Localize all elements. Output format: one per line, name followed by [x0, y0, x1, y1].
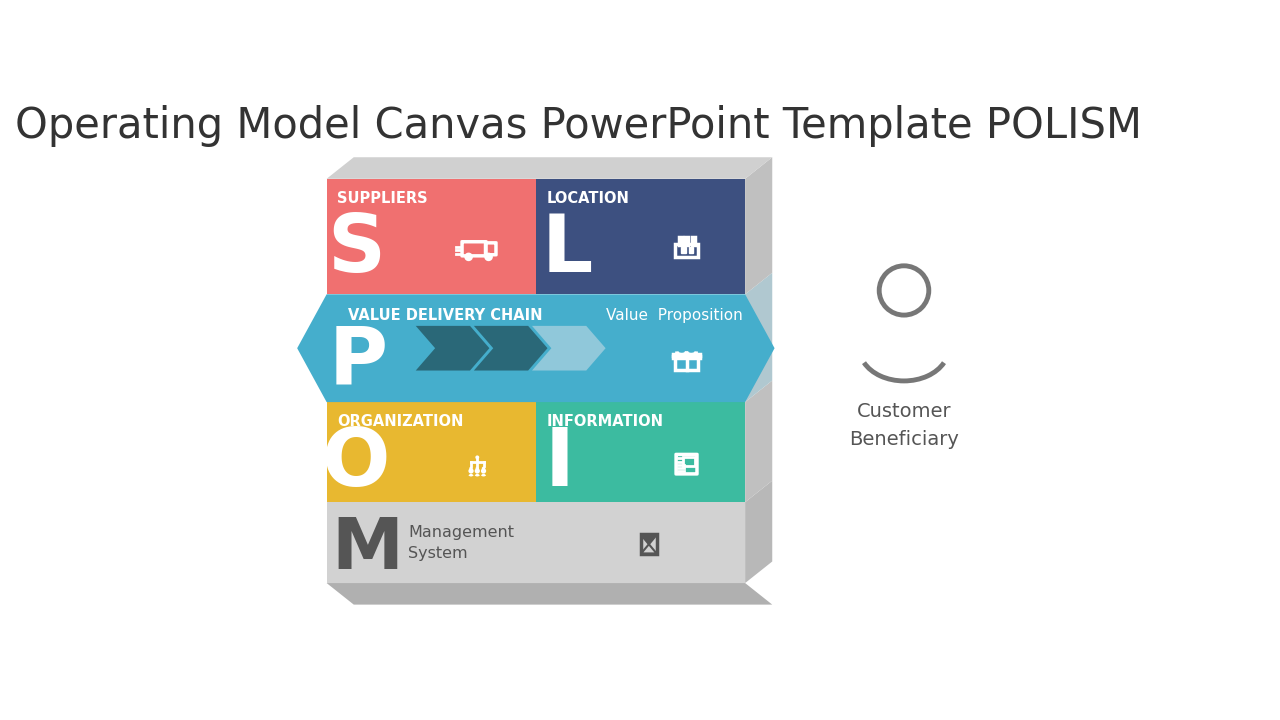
Polygon shape: [745, 481, 772, 583]
Bar: [673, 354, 700, 358]
Bar: [326, 402, 536, 502]
Polygon shape: [745, 157, 772, 294]
Text: O: O: [321, 426, 390, 503]
Text: L: L: [541, 212, 593, 289]
Circle shape: [475, 456, 479, 459]
Polygon shape: [532, 326, 605, 371]
Polygon shape: [416, 326, 489, 371]
Bar: [678, 237, 681, 245]
Text: Customer
Beneficiary: Customer Beneficiary: [849, 402, 959, 449]
Text: ORGANIZATION: ORGANIZATION: [338, 415, 463, 429]
Text: Value  Proposition: Value Proposition: [605, 308, 742, 323]
Text: P: P: [328, 322, 387, 400]
Bar: [326, 179, 536, 294]
Polygon shape: [326, 157, 772, 179]
Polygon shape: [297, 294, 774, 402]
Text: M: M: [332, 515, 403, 584]
Text: Operating Model Canvas PowerPoint Template POLISM: Operating Model Canvas PowerPoint Templa…: [15, 105, 1142, 148]
Text: SUPPLIERS: SUPPLIERS: [338, 191, 428, 206]
Bar: [641, 534, 657, 554]
Bar: [326, 502, 745, 583]
Circle shape: [466, 253, 472, 260]
Text: INFORMATION: INFORMATION: [547, 415, 664, 429]
Circle shape: [481, 467, 485, 470]
Text: I: I: [544, 426, 573, 503]
Bar: [685, 237, 689, 245]
Bar: [536, 179, 745, 294]
Text: VALUE DELIVERY CHAIN: VALUE DELIVERY CHAIN: [348, 308, 543, 323]
Polygon shape: [326, 583, 772, 605]
Polygon shape: [745, 273, 772, 402]
Polygon shape: [745, 381, 772, 502]
Polygon shape: [641, 535, 657, 544]
Bar: [681, 247, 686, 253]
Text: LOCATION: LOCATION: [547, 191, 630, 206]
Bar: [691, 237, 695, 245]
Text: S: S: [328, 212, 385, 289]
Bar: [682, 456, 695, 466]
Circle shape: [485, 253, 492, 260]
Bar: [675, 356, 699, 369]
Bar: [536, 402, 745, 502]
Circle shape: [476, 467, 479, 470]
Bar: [689, 247, 694, 253]
Polygon shape: [474, 326, 548, 371]
Circle shape: [470, 467, 472, 470]
Bar: [675, 244, 699, 257]
Text: Management
System: Management System: [408, 525, 515, 561]
